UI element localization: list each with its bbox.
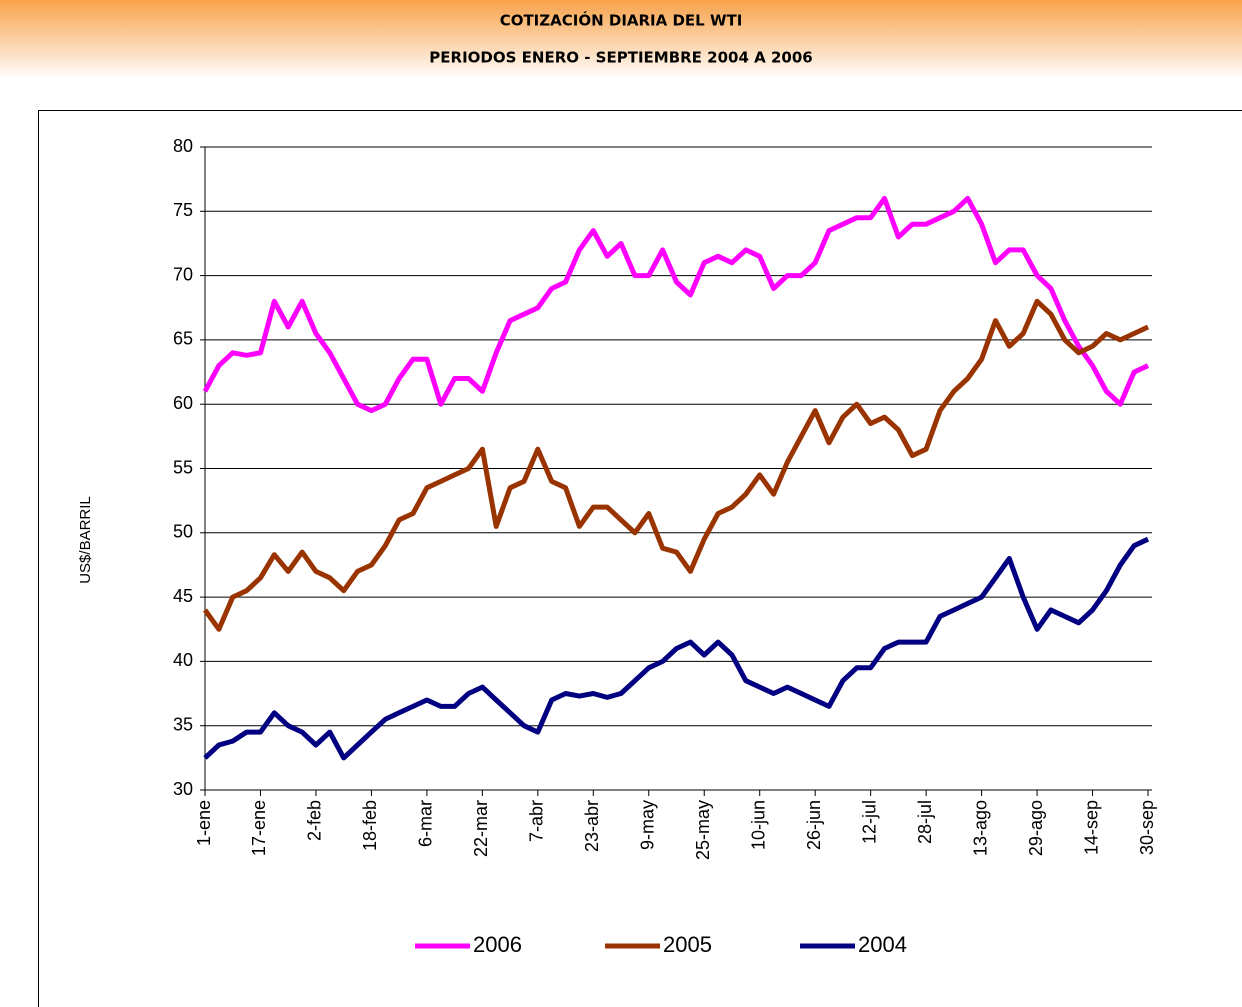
x-tick-label: 18-feb bbox=[360, 800, 380, 851]
x-tick-label: 29-ago bbox=[1026, 800, 1046, 856]
y-tick-label: 35 bbox=[173, 714, 193, 734]
legend-label: 2006 bbox=[473, 932, 522, 957]
chart-title: COTIZACIÓN DIARIA DEL WTI bbox=[500, 11, 743, 30]
x-tick-label: 7-abr bbox=[527, 800, 547, 842]
y-tick-label: 65 bbox=[173, 329, 193, 349]
y-tick-label: 40 bbox=[173, 650, 193, 670]
y-tick-label: 55 bbox=[173, 457, 193, 477]
x-tick-label: 25-may bbox=[693, 800, 713, 860]
x-tick-label: 30-sep bbox=[1137, 800, 1157, 855]
y-tick-label: 70 bbox=[173, 264, 193, 284]
y-tick-label: 30 bbox=[173, 779, 193, 799]
x-tick-label: 2-feb bbox=[305, 800, 325, 841]
x-tick-label: 26-jun bbox=[804, 800, 824, 850]
y-tick-label: 80 bbox=[173, 136, 193, 156]
y-tick-label: 45 bbox=[173, 586, 193, 606]
legend-label: 2005 bbox=[663, 932, 712, 957]
y-tick-label: 50 bbox=[173, 522, 193, 542]
chart-frame bbox=[38, 110, 1242, 1007]
y-axis-label: US$/BARRIL bbox=[77, 496, 94, 584]
x-tick-label: 28-jul bbox=[915, 800, 935, 844]
y-tick-label: 60 bbox=[173, 393, 193, 413]
x-tick-label: 12-jul bbox=[859, 800, 879, 844]
x-tick-label: 23-abr bbox=[582, 800, 602, 852]
x-tick-label: 17-ene bbox=[249, 800, 269, 856]
legend-label: 2004 bbox=[858, 932, 907, 957]
chart-subtitle: PERIODOS ENERO - SEPTIEMBRE 2004 A 2006 bbox=[429, 49, 812, 67]
x-tick-label: 13-ago bbox=[970, 800, 990, 856]
x-tick-label: 9-may bbox=[638, 800, 658, 850]
series-line bbox=[203, 536, 1150, 761]
x-tick-label: 1-ene bbox=[194, 800, 214, 846]
series-line bbox=[202, 298, 1150, 632]
x-tick-label: 10-jun bbox=[748, 800, 768, 850]
x-tick-label: 22-mar bbox=[471, 800, 491, 857]
x-tick-label: 6-mar bbox=[416, 800, 436, 847]
x-tick-label: 14-sep bbox=[1081, 800, 1101, 855]
series-line bbox=[202, 195, 1150, 414]
y-tick-label: 75 bbox=[173, 200, 193, 220]
header-band bbox=[0, 0, 1242, 80]
